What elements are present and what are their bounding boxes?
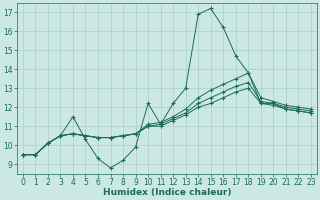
X-axis label: Humidex (Indice chaleur): Humidex (Indice chaleur) xyxy=(103,188,231,197)
